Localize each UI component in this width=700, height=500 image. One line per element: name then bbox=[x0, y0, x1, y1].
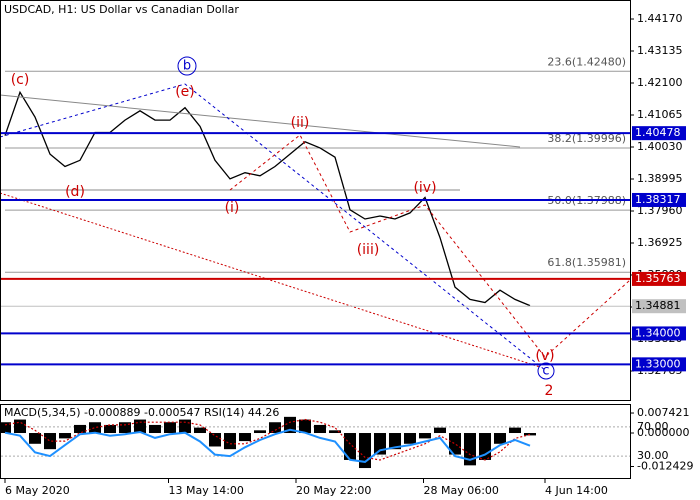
macd-bar bbox=[463, 433, 476, 466]
level-label: 1.40478 bbox=[635, 126, 681, 139]
macd-bar bbox=[253, 430, 266, 434]
y-tick-label: 1.41065 bbox=[637, 108, 683, 121]
level-box bbox=[632, 192, 686, 207]
wave-label: (iii) bbox=[357, 242, 380, 258]
level-box bbox=[632, 271, 686, 286]
fib-label: 23.6(1.42480) bbox=[547, 55, 626, 68]
level-label: 1.33000 bbox=[635, 357, 681, 370]
signal-line bbox=[4, 418, 531, 461]
wave-line bbox=[229, 134, 631, 358]
y-tick-label: 1.40030 bbox=[637, 140, 683, 153]
channel-line bbox=[0, 192, 541, 368]
main-frame bbox=[0, 0, 631, 401]
wave-label: c bbox=[542, 364, 549, 379]
macd-bar bbox=[208, 433, 221, 447]
macd-bar bbox=[118, 422, 131, 434]
wave-label: (i) bbox=[225, 200, 240, 216]
y-tick-label: 1.44170 bbox=[637, 12, 683, 25]
y-tick-label: 0.000000 bbox=[637, 426, 690, 439]
y-tick-label: 1.42100 bbox=[637, 76, 683, 89]
macd-bar bbox=[58, 433, 71, 439]
level-box bbox=[632, 357, 686, 372]
y-tick-label: 1.43135 bbox=[637, 44, 683, 57]
wave-label: 2 bbox=[545, 383, 554, 399]
level-label: 1.38317 bbox=[635, 193, 681, 206]
wave-label: (iv) bbox=[413, 180, 436, 196]
indicator-title: MACD(5,34,5) -0.000889 -0.000547 RSI(14)… bbox=[4, 406, 279, 419]
y-tick-label: 1.37960 bbox=[637, 204, 683, 217]
macd-bar bbox=[88, 422, 101, 434]
macd-bar bbox=[193, 427, 206, 434]
wave-label: (ii) bbox=[291, 115, 310, 131]
y-tick-label: -0.012429 bbox=[637, 459, 693, 472]
macd-bar bbox=[298, 419, 311, 434]
x-tick-label: 20 May 22:00 bbox=[296, 484, 371, 497]
chart-title: USDCAD, H1: US Dollar vs Canadian Dollar bbox=[4, 3, 239, 16]
level-label: 1.34881 bbox=[635, 299, 681, 312]
macd-bar bbox=[13, 419, 26, 434]
macd-bar bbox=[448, 433, 461, 455]
wave-label: (d) bbox=[65, 184, 85, 200]
y-tick-label: 0.007421 bbox=[637, 406, 690, 419]
y-tick-label: 1.38995 bbox=[637, 172, 683, 185]
y2-tick-label: 30.00 bbox=[637, 449, 669, 462]
fib-label: 38.2(1.39996) bbox=[547, 132, 626, 145]
wave-label: (v) bbox=[535, 348, 554, 364]
x-tick-label: 28 May 06:00 bbox=[423, 484, 498, 497]
level-label: 1.34000 bbox=[635, 326, 681, 339]
y-tick-label: 1.36925 bbox=[637, 236, 683, 249]
wave-circle bbox=[537, 362, 555, 380]
wave-circle bbox=[177, 56, 197, 76]
macd-bar bbox=[313, 424, 326, 434]
trend-line bbox=[0, 94, 521, 148]
y2-tick-label: 70.00 bbox=[637, 420, 669, 433]
macd-bar bbox=[523, 433, 536, 436]
macd-bar bbox=[268, 422, 281, 434]
fib-label: 61.8(1.35981) bbox=[547, 256, 626, 269]
macd-bar bbox=[238, 433, 251, 442]
macd-bar bbox=[328, 430, 341, 434]
level-box bbox=[632, 126, 686, 141]
macd-bar bbox=[0, 422, 11, 434]
x-tick-label: 4 Jun 14:00 bbox=[545, 484, 608, 497]
macd-bar bbox=[433, 427, 446, 434]
x-tick-label: 13 May 14:00 bbox=[168, 484, 243, 497]
price-line bbox=[4, 90, 531, 307]
level-box bbox=[632, 299, 686, 314]
macd-bar bbox=[403, 433, 416, 444]
level-box bbox=[632, 326, 686, 341]
macd-bar bbox=[28, 433, 41, 444]
wave-label: (e) bbox=[175, 84, 195, 100]
macd-bar bbox=[73, 424, 86, 434]
macd-bar bbox=[178, 419, 191, 434]
x-tick-label: 6 May 2020 bbox=[5, 484, 70, 497]
macd-bar bbox=[388, 433, 401, 450]
level-label: 1.35763 bbox=[635, 272, 681, 285]
wave-line bbox=[0, 83, 546, 371]
macd-bar bbox=[493, 433, 506, 444]
plot-layer: 1.44170 1.43135 1.42100 1.41065 1.40030 1.389… bbox=[0, 12, 693, 497]
wave-label: b bbox=[183, 59, 191, 74]
macd-bar bbox=[223, 433, 236, 450]
macd-bar bbox=[148, 424, 161, 434]
rsi-line bbox=[4, 428, 531, 463]
macd-bar bbox=[508, 427, 521, 434]
wave-label: (c) bbox=[11, 72, 30, 88]
indicator-frame bbox=[0, 404, 631, 479]
macd-bar bbox=[163, 422, 176, 434]
macd-bar bbox=[283, 416, 296, 434]
macd-bar bbox=[418, 433, 431, 439]
macd-bar bbox=[43, 433, 56, 450]
overlay: 1.40478 1.38317 1.35763 1.34881 1.34000 1.330… bbox=[0, 126, 686, 372]
macd-bar bbox=[103, 424, 116, 434]
